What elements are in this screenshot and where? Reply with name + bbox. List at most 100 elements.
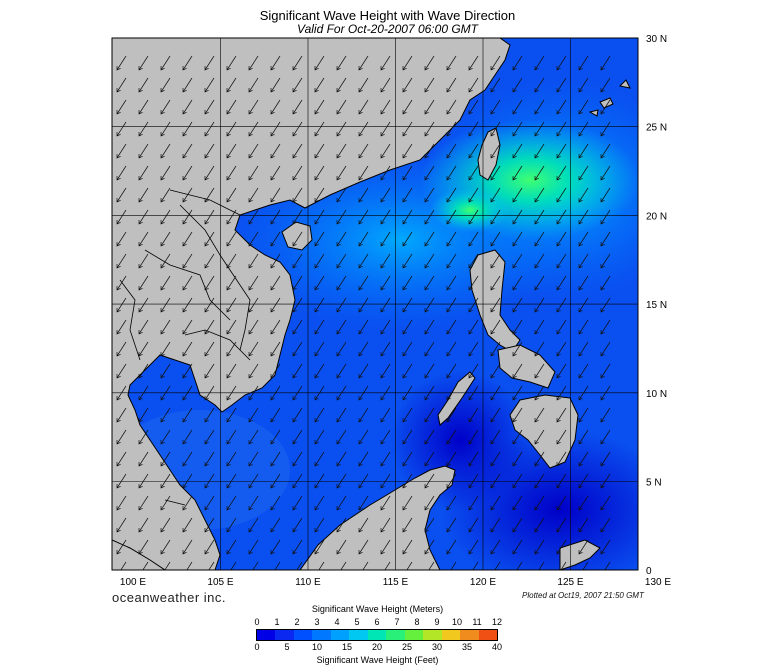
border-thailand-myanmar	[119, 279, 141, 361]
wave-direction-arrow	[578, 363, 589, 379]
colorbar-segment	[349, 630, 368, 640]
wave-direction-arrow	[358, 539, 369, 555]
wave-direction-arrow	[226, 55, 237, 71]
wave-direction-arrow	[292, 451, 303, 467]
wave-direction-arrow	[270, 187, 281, 203]
wave-direction-arrow	[556, 539, 567, 555]
wave-direction-arrow	[424, 275, 435, 291]
wave-direction-arrow	[292, 209, 303, 225]
wave-direction-arrow	[450, 561, 457, 570]
wave-direction-arrow	[406, 561, 413, 570]
wave-direction-arrow	[428, 561, 435, 570]
wave-direction-arrow	[292, 165, 303, 181]
wave-direction-arrow	[534, 363, 545, 379]
wave-direction-arrow	[116, 385, 127, 401]
wave-direction-arrow	[160, 363, 171, 379]
wave-direction-arrow	[468, 539, 479, 555]
wave-direction-arrow	[380, 77, 391, 93]
wave-direction-arrow	[512, 407, 523, 423]
wave-direction-arrow	[292, 319, 303, 335]
wave-direction-arrow	[380, 539, 391, 555]
wave-direction-arrow	[600, 429, 611, 445]
wave-direction-arrow	[116, 209, 127, 225]
wave-direction-arrow	[138, 539, 149, 555]
wave-direction-arrow	[600, 319, 611, 335]
wave-direction-arrow	[226, 517, 237, 533]
wave-height-colorbar	[256, 629, 498, 641]
plotted-timestamp: Plotted at Oct19, 2007 21:50 GMT	[522, 591, 644, 600]
wave-direction-arrow	[204, 363, 215, 379]
wave-direction-arrow	[578, 231, 589, 247]
colorbar-segment	[404, 630, 424, 640]
wave-direction-arrow	[182, 341, 193, 357]
lon-label-130e: 130 E	[645, 577, 671, 588]
wave-direction-arrow	[424, 319, 435, 335]
visayas-islands	[497, 344, 556, 389]
wave-direction-arrow	[116, 165, 127, 181]
wave-direction-arrow	[468, 341, 479, 357]
wave-direction-arrow	[424, 517, 435, 533]
wave-direction-arrow	[402, 297, 413, 313]
wave-direction-arrow	[446, 473, 457, 489]
asia-mainland	[112, 38, 511, 570]
wave-direction-arrow	[512, 451, 523, 467]
wave-direction-arrow	[380, 319, 391, 335]
border-thailand-malaysia	[164, 499, 186, 506]
wave-direction-arrow	[380, 209, 391, 225]
wave-direction-arrow	[248, 55, 259, 71]
wave-direction-arrow	[160, 253, 171, 269]
wave-direction-arrow	[380, 451, 391, 467]
wave-direction-arrow	[578, 77, 589, 93]
wave-direction-arrow	[512, 187, 523, 203]
wave-direction-arrow	[556, 385, 567, 401]
wave-direction-arrow	[336, 275, 347, 291]
wave-direction-arrow	[160, 473, 171, 489]
wave-direction-arrow	[424, 495, 435, 511]
wave-direction-arrow	[402, 429, 413, 445]
wave-direction-arrow	[358, 473, 369, 489]
wave-direction-arrow	[116, 363, 127, 379]
wave-direction-arrow	[578, 429, 589, 445]
wave-direction-arrow	[248, 253, 259, 269]
wave-direction-arrow	[138, 187, 149, 203]
wave-direction-arrow	[336, 99, 347, 115]
wave-direction-arrow	[380, 517, 391, 533]
wave-direction-arrow	[292, 341, 303, 357]
wave-direction-arrow	[336, 121, 347, 137]
wave-direction-arrow	[556, 77, 567, 93]
wave-direction-arrow	[336, 363, 347, 379]
wave-direction-arrow	[556, 55, 567, 71]
wave-direction-arrow	[402, 209, 413, 225]
wave-direction-arrow	[512, 55, 523, 71]
wave-direction-arrow	[182, 473, 193, 489]
wave-direction-arrow	[182, 275, 193, 291]
wave-direction-arrow	[600, 473, 611, 489]
wave-direction-arrow	[358, 209, 369, 225]
wave-direction-arrow	[534, 451, 545, 467]
wave-direction-arrow	[292, 231, 303, 247]
wave-direction-arrow	[292, 143, 303, 159]
meter-tick-label: 7	[394, 617, 400, 627]
wave-direction-arrow	[578, 451, 589, 467]
wave-direction-arrow	[578, 539, 589, 555]
wave-direction-arrow	[402, 495, 413, 511]
wave-direction-arrow	[534, 165, 545, 181]
wave-direction-arrow	[490, 143, 501, 159]
meter-tick-label: 8	[414, 617, 420, 627]
wave-direction-arrow	[468, 209, 479, 225]
wave-direction-arrow	[182, 385, 193, 401]
wave-direction-arrow	[138, 495, 149, 511]
wave-direction-arrow	[534, 319, 545, 335]
wave-direction-arrow	[248, 209, 259, 225]
wave-direction-arrow	[380, 297, 391, 313]
wave-direction-arrow	[600, 165, 611, 181]
wave-direction-arrow	[292, 187, 303, 203]
wave-direction-arrow	[358, 143, 369, 159]
wave-direction-arrow	[120, 561, 127, 570]
wave-direction-arrow	[116, 275, 127, 291]
wave-direction-arrow	[248, 121, 259, 137]
wave-direction-arrow	[402, 451, 413, 467]
feet-tick-label: 5	[284, 642, 290, 652]
lon-label-105e: 105 E	[207, 577, 233, 588]
wave-direction-arrow	[336, 429, 347, 445]
